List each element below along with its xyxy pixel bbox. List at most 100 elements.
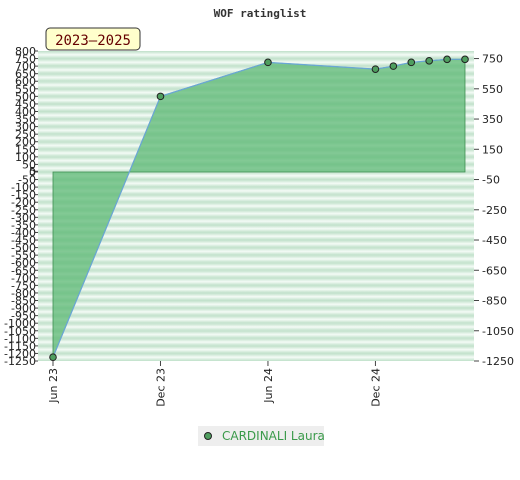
y-tick-label-right: -450 [482, 234, 507, 247]
y-tick-label-left: -50 [18, 174, 36, 187]
y-tick-label-left: 550 [15, 83, 36, 96]
grid-band [38, 217, 474, 225]
y-tick-label-left: -250 [11, 204, 36, 217]
grid-band [38, 209, 474, 218]
y-tick-label-left: -750 [11, 279, 36, 292]
y-tick-label-left: -300 [11, 211, 36, 224]
y-tick-label-left: -1100 [4, 332, 36, 345]
x-tick-label: Jun 23 [47, 368, 60, 404]
grid-band [38, 285, 474, 293]
y-tick-label-left: -550 [11, 249, 36, 262]
period-badge: 2023–2025 [45, 27, 141, 51]
data-point [49, 353, 57, 362]
data-point [371, 65, 380, 73]
data-point [156, 92, 165, 101]
y-tick-label-left: 500 [15, 90, 36, 103]
y-tick-label-left: -600 [11, 257, 36, 270]
y-tick-label-left: 750 [15, 53, 36, 66]
grid-band [38, 194, 474, 203]
x-tick-label: Jun 24 [262, 368, 275, 404]
y-tick-label-left: -1150 [4, 340, 36, 353]
grid-band [38, 300, 474, 309]
data-point [264, 58, 272, 67]
grid-band [38, 323, 474, 331]
grid-band [38, 202, 474, 210]
grid-band [38, 315, 474, 324]
chart-title: WOF ratinglist [214, 7, 307, 20]
grid-band [38, 187, 474, 195]
y-tick-label-right: -650 [482, 264, 507, 277]
grid-band [38, 277, 474, 286]
y-tick-label-left: 400 [15, 105, 36, 118]
data-point [425, 57, 433, 65]
points-layer [49, 55, 469, 362]
y-tick-label-left: 700 [15, 60, 36, 73]
legend-box [198, 426, 324, 446]
data-point [443, 55, 451, 64]
grid-band [38, 240, 474, 248]
y-tick-label-left: 800 [15, 45, 36, 58]
grid-band [38, 51, 474, 59]
grid-band [38, 179, 474, 188]
y-tick-label-left: -400 [11, 226, 36, 239]
y-tick-label-left: -950 [11, 310, 36, 323]
y-tick-label-left: 450 [15, 98, 36, 111]
y-axis-left: 8007507006506005505004504003503002502001… [4, 45, 38, 368]
period-badge-box [45, 27, 141, 51]
data-point [461, 55, 469, 64]
y-tick-label-left: 250 [15, 128, 36, 141]
data-point [407, 58, 416, 67]
y-tick-label-left: 350 [15, 113, 36, 126]
grid-band [38, 330, 474, 339]
y-tick-label-left: -1200 [4, 347, 36, 360]
y-tick-label-left: 600 [15, 75, 36, 88]
grid-band [38, 292, 474, 301]
grid-band [38, 353, 474, 361]
grid-band [38, 262, 474, 271]
grid-band [38, 232, 474, 241]
x-tick-label: Dec 24 [369, 368, 382, 407]
grid-band [38, 171, 474, 180]
data-point [389, 62, 398, 70]
y-tick-label-right: -50 [482, 174, 500, 187]
grid-band [38, 308, 474, 316]
y-tick-label-left: -350 [11, 219, 36, 232]
y-tick-label-left: -450 [11, 234, 36, 247]
legend: CARDINALI Laura [198, 426, 325, 446]
legend-marker [204, 432, 212, 440]
grid-band [38, 338, 474, 346]
grid-band [38, 270, 474, 278]
y-tick-label-left: -200 [11, 196, 36, 209]
y-tick-label-left: -500 [11, 242, 36, 255]
y-tick-label-left: 200 [15, 136, 36, 149]
legend-entry: CARDINALI Laura [222, 429, 325, 443]
y-tick-label-right: 350 [482, 113, 503, 126]
y-tick-label-left: -900 [11, 302, 36, 315]
y-tick-label-left: -650 [11, 264, 36, 277]
y-tick-label-left: -150 [11, 189, 36, 202]
y-tick-label-right: -1050 [482, 325, 514, 338]
y-tick-label-right: 750 [482, 53, 503, 66]
y-tick-label-left: 650 [15, 68, 36, 81]
grid-band [38, 247, 474, 256]
y-tick-label-right: -850 [482, 295, 507, 308]
y-tick-label-left: 100 [15, 151, 36, 164]
grid-band [38, 224, 474, 233]
grid-band [38, 58, 474, 67]
x-axis: Jun 23 Dec 23 Jun 24 Dec 24 [47, 361, 382, 407]
y-tick-label-left: 300 [15, 121, 36, 134]
y-tick-label-left: 0 [29, 166, 36, 179]
y-tick-label-left: -1250 [4, 355, 36, 368]
y-tick-label-left: -850 [11, 295, 36, 308]
x-tick-label: Dec 23 [154, 368, 167, 407]
y-tick-label-left: -1000 [4, 317, 36, 330]
y-tick-label-left: -700 [11, 272, 36, 285]
y-tick-label-left: -100 [11, 181, 36, 194]
y-tick-label-right: 150 [482, 143, 503, 156]
y-tick-label-left: 150 [15, 143, 36, 156]
y-tick-label-left: 50 [22, 158, 36, 171]
period-badge-label: 2023–2025 [55, 33, 131, 49]
y-tick-label-right: 550 [482, 83, 503, 96]
y-tick-label-right: -1250 [482, 355, 514, 368]
